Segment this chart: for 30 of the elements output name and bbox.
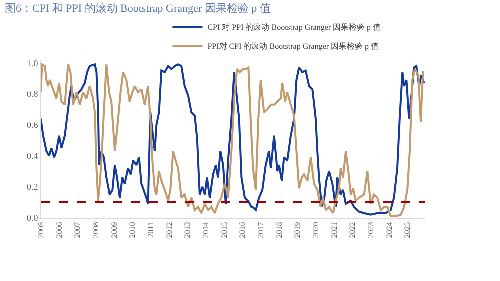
- chart-title: 图6：CPI 和 PPI 的滚动 Bootstrap Granger 因果检验 p 值: [5, 2, 271, 15]
- y-tick-label: 0.8: [26, 89, 39, 100]
- x-tick-label: 2010: [128, 222, 138, 238]
- x-tick-label: 2005: [36, 222, 46, 238]
- x-tick-label: 2018: [274, 222, 284, 238]
- x-tick-label: 2015: [220, 222, 229, 238]
- y-tick-label: 1.0: [26, 58, 39, 68]
- x-tick-label: 2020: [312, 222, 321, 238]
- x-tick-label: 2021: [330, 222, 339, 238]
- x-tick-label: 2013: [183, 222, 192, 238]
- x-tick-label: 2007: [73, 222, 82, 238]
- y-tick-label: 0.0: [26, 213, 39, 224]
- x-tick-label: 2011: [146, 222, 156, 238]
- x-tick-label: 2016: [238, 222, 248, 238]
- y-tick-label: 0.2: [26, 182, 38, 192]
- x-tick-label: 2012: [164, 222, 174, 238]
- x-tick-label: 2017: [256, 222, 266, 238]
- legend-label: PPI对 CPI 的滚动 Bootstrap Granger 因果检验 p 值: [208, 42, 380, 52]
- legend-label: CPI 对 PPI 的滚动 Bootstrap Granger 因果检验 p 值: [208, 23, 382, 32]
- y-tick-label: 0.6: [26, 120, 39, 130]
- x-tick-label: 2008: [92, 222, 101, 238]
- x-tick-label: 2023: [366, 222, 376, 238]
- x-tick-label: 2014: [202, 222, 211, 238]
- x-tick-label: 2006: [54, 222, 64, 238]
- y-tick-label: 0.4: [26, 151, 39, 162]
- x-tick-label: 2024: [384, 222, 394, 238]
- x-tick-label: 2009: [110, 222, 119, 238]
- x-tick-label: 2022: [348, 222, 358, 238]
- x-tick-label: 2025: [403, 222, 412, 238]
- x-tick-label: 2019: [293, 222, 302, 238]
